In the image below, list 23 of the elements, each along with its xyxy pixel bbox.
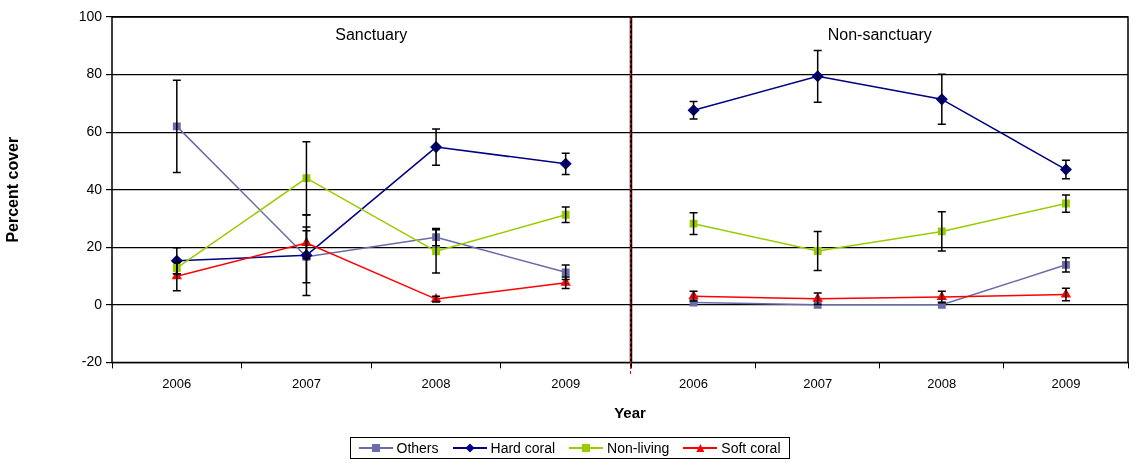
- text: Non-sanctuary: [827, 26, 932, 44]
- x-tick-label: 2008: [421, 375, 451, 391]
- x-tick-label: 2007: [803, 375, 833, 391]
- y-tick-label: 40: [86, 180, 103, 197]
- y-tick-label: 20: [86, 238, 103, 255]
- x-axis-title: Year: [614, 404, 646, 421]
- y-tick-label: -20: [81, 353, 103, 370]
- y-tick-label: 60: [86, 122, 103, 139]
- x-tick-label: 2006: [679, 375, 709, 391]
- text: Sanctuary: [335, 26, 408, 44]
- legend-label: Non-living: [607, 440, 670, 456]
- x-tick-label: 2007: [291, 375, 321, 391]
- legend-label: Others: [396, 440, 439, 456]
- x-tick-label: 2009: [1051, 375, 1081, 391]
- y-axis-title: Percent cover: [4, 136, 22, 243]
- legend-label: Soft coral: [721, 440, 781, 456]
- x-tick-label: 2009: [551, 375, 581, 391]
- x-tick-label: 2006: [162, 375, 192, 391]
- x-tick-label: 2008: [927, 375, 957, 391]
- y-tick-label: 100: [78, 7, 103, 24]
- legend-label: Hard coral: [490, 440, 556, 456]
- y-tick-label: 0: [94, 295, 103, 312]
- y-tick-label: 80: [86, 65, 103, 82]
